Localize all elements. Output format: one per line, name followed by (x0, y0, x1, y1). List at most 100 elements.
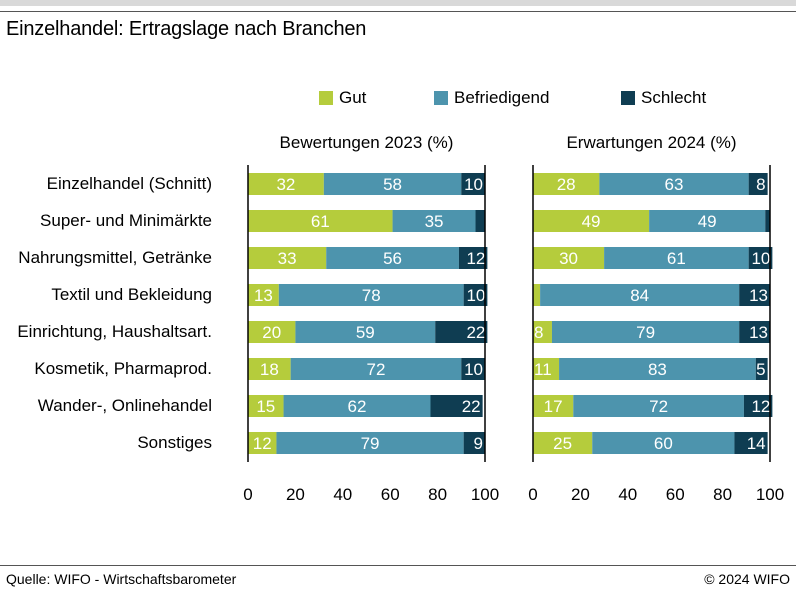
bar-segment (461, 173, 485, 195)
bar-segment (463, 284, 488, 306)
bar-segment (649, 210, 766, 232)
bar-segment (755, 358, 768, 380)
bar-segment (559, 358, 756, 380)
bar-segment (475, 210, 485, 232)
data-label: 62 (348, 397, 367, 416)
bar-segment (248, 247, 327, 269)
bar-segment (604, 247, 749, 269)
data-label: 13 (749, 286, 768, 305)
legend-swatch-schlecht (621, 91, 635, 105)
data-label: 28 (557, 175, 576, 194)
category-label: Super- und Minimärkte (40, 211, 212, 230)
x-tick-label: 20 (286, 485, 305, 504)
bar-segment (533, 432, 593, 454)
data-label: 8 (534, 323, 543, 342)
category-label: Wander-, Onlinehandel (38, 396, 212, 415)
data-label: 49 (582, 212, 601, 231)
legend-label-gut: Gut (339, 88, 367, 107)
bar-segment (551, 321, 740, 343)
copyright-note: © 2024 WIFO (704, 571, 790, 587)
x-tick-label: 0 (243, 485, 252, 504)
x-tick-label: 0 (528, 485, 537, 504)
bar-segment (248, 395, 284, 417)
data-label: 12 (466, 249, 485, 268)
data-label: 33 (278, 249, 297, 268)
bar-segment (248, 432, 277, 454)
category-label: Einrichtung, Haushaltsart. (17, 322, 212, 341)
bar-segment (739, 284, 770, 306)
data-label: 60 (654, 434, 673, 453)
bar-segment (739, 321, 770, 343)
data-label: 8 (756, 175, 765, 194)
bar-segment (248, 358, 291, 380)
data-label: 15 (256, 397, 275, 416)
bar-segment (283, 395, 431, 417)
bar-segment (430, 395, 483, 417)
bar-segment (463, 432, 485, 454)
data-label: 22 (466, 323, 485, 342)
bar-segment (573, 395, 744, 417)
bar-segment (533, 173, 600, 195)
top-bar (0, 0, 796, 6)
top-rule (0, 11, 796, 12)
x-tick-label: 40 (333, 485, 352, 504)
data-label: 72 (367, 360, 386, 379)
x-tick-label: 60 (381, 485, 400, 504)
legend-swatch-befriedigend (434, 91, 448, 105)
bar-segment (276, 432, 464, 454)
data-label: 56 (383, 249, 402, 268)
panel-title: Bewertungen 2023 (%) (280, 133, 454, 152)
category-label: Kosmetik, Pharmaprod. (34, 359, 212, 378)
bar-segment (540, 284, 740, 306)
data-label: 32 (276, 175, 295, 194)
data-label: 22 (462, 397, 481, 416)
legend-item-schlecht: Schlecht (621, 88, 706, 108)
bar-segment (533, 395, 574, 417)
data-label: 79 (361, 434, 380, 453)
bar-segment (295, 321, 436, 343)
data-label: 30 (559, 249, 578, 268)
data-label: 10 (466, 286, 485, 305)
bottom-rule (0, 565, 796, 566)
legend-swatch-gut (319, 91, 333, 105)
data-label: 63 (665, 175, 684, 194)
bar-segment (533, 321, 552, 343)
chart-title: Einzelhandel: Ertragslage nach Branchen (6, 18, 367, 40)
legend-label-befriedigend: Befriedigend (454, 88, 550, 107)
legend-item-befriedigend: Befriedigend (434, 88, 549, 108)
x-tick-label: 40 (618, 485, 637, 504)
bar-segment (461, 358, 485, 380)
bar-segment (290, 358, 462, 380)
data-label: 17 (544, 397, 563, 416)
bar-segment (248, 173, 324, 195)
data-label: 59 (356, 323, 375, 342)
category-label: Textil und Bekleidung (51, 285, 212, 304)
data-label: 18 (260, 360, 279, 379)
bar-segment (734, 432, 768, 454)
x-tick-label: 80 (713, 485, 732, 504)
bar-segment (278, 284, 464, 306)
bar-segment (592, 432, 735, 454)
bar-segment (533, 284, 541, 306)
category-label: Sonstiges (137, 433, 212, 452)
data-label: 13 (254, 286, 273, 305)
data-label: 14 (747, 434, 766, 453)
x-tick-label: 100 (756, 485, 784, 504)
bar-segment (533, 247, 605, 269)
bar-segment (326, 247, 459, 269)
data-label: 10 (751, 249, 770, 268)
data-label: 25 (553, 434, 572, 453)
data-label: 72 (649, 397, 668, 416)
data-label: 79 (636, 323, 655, 342)
bar-segment (392, 210, 476, 232)
data-label: 61 (311, 212, 330, 231)
data-label: 61 (667, 249, 686, 268)
category-label: Einzelhandel (Schnitt) (47, 174, 212, 193)
data-label: 11 (534, 360, 552, 379)
panel-title: Erwartungen 2024 (%) (566, 133, 736, 152)
bar-segment (599, 173, 749, 195)
data-label: 12 (253, 434, 272, 453)
category-label: Nahrungsmittel, Getränke (18, 248, 212, 267)
bar-segment (248, 210, 393, 232)
